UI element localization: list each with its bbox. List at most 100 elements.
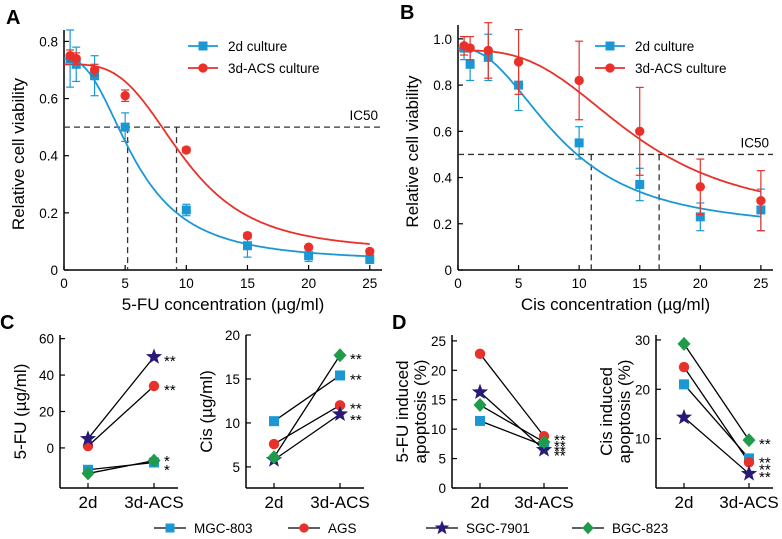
data-point bbox=[148, 380, 160, 392]
significance-stars: ** bbox=[554, 432, 566, 449]
data-point bbox=[473, 398, 487, 413]
data-point bbox=[71, 53, 81, 64]
pair-line bbox=[683, 343, 750, 441]
legend-marker bbox=[198, 41, 208, 51]
data-point bbox=[465, 59, 475, 69]
y-tick-label: 0 bbox=[50, 263, 58, 278]
y-tick-label: 5 bbox=[438, 452, 446, 467]
category-label: 3d-ACS bbox=[719, 493, 779, 512]
pair-line bbox=[87, 356, 155, 440]
data-point bbox=[677, 336, 691, 351]
data-point bbox=[331, 405, 349, 421]
panel-letter: B bbox=[400, 2, 414, 24]
y-axis-label: Relative cell viability bbox=[9, 77, 28, 230]
pair-line bbox=[479, 391, 545, 451]
data-point bbox=[181, 205, 191, 215]
data-point bbox=[678, 361, 690, 373]
fit-curve bbox=[458, 47, 761, 218]
y-tick-label: 5 bbox=[232, 460, 240, 475]
data-point bbox=[120, 91, 130, 101]
y-tick-label: 15 bbox=[431, 393, 446, 408]
pair-line bbox=[273, 404, 341, 445]
y-tick-label: 20 bbox=[225, 328, 240, 343]
panel-letter: D bbox=[392, 312, 406, 334]
pair-line bbox=[87, 460, 155, 475]
pair-line bbox=[683, 416, 750, 475]
y-tick-label: 30 bbox=[635, 333, 650, 348]
significance-stars: ** bbox=[164, 353, 176, 370]
x-tick-label: 25 bbox=[362, 276, 377, 291]
x-tick-label: 0 bbox=[60, 276, 68, 291]
data-point bbox=[635, 126, 645, 137]
significance-stars: * bbox=[164, 462, 170, 479]
x-tick-label: 20 bbox=[693, 276, 708, 291]
pair-line bbox=[273, 374, 341, 422]
data-point bbox=[675, 408, 693, 425]
data-point bbox=[756, 195, 766, 206]
y-axis-label: Cis induced bbox=[597, 367, 616, 456]
pair-line bbox=[87, 385, 155, 447]
data-point bbox=[181, 145, 191, 155]
pair-line bbox=[87, 461, 155, 471]
x-tick-label: 15 bbox=[240, 276, 255, 291]
y-tick-label: 15 bbox=[225, 372, 240, 387]
x-tick-label: 5 bbox=[121, 276, 129, 291]
panel-letter: C bbox=[0, 312, 14, 334]
data-point bbox=[574, 75, 584, 86]
significance-stars: ** bbox=[350, 400, 362, 417]
data-point bbox=[574, 138, 584, 148]
legend-marker bbox=[299, 523, 309, 533]
pair-line bbox=[683, 366, 750, 463]
legend-label: AGS bbox=[328, 521, 357, 536]
legend-label: BGC-823 bbox=[612, 521, 668, 536]
fit-curve bbox=[64, 63, 370, 245]
legend-marker bbox=[605, 41, 615, 51]
y-axis-label: apoptosis (%) bbox=[615, 360, 634, 464]
y-tick-label: 0.6 bbox=[433, 124, 452, 139]
significance-stars: ** bbox=[164, 382, 176, 399]
significance-stars: * bbox=[164, 453, 170, 470]
y-tick-label: 0.2 bbox=[433, 217, 452, 232]
significance-stars: ** bbox=[759, 461, 771, 478]
y-tick-label: 0.8 bbox=[433, 78, 452, 93]
legend-label: 3d-ACS culture bbox=[635, 61, 727, 76]
significance-stars: ** bbox=[554, 438, 566, 455]
legend-label: SGC-7901 bbox=[466, 521, 530, 536]
y-tick-label: 10 bbox=[635, 432, 650, 447]
y-tick-label: 20 bbox=[39, 405, 54, 420]
x-tick-label: 25 bbox=[753, 276, 768, 291]
legend-label: 2d culture bbox=[635, 39, 694, 54]
category-label: 2d bbox=[265, 493, 284, 512]
data-point bbox=[334, 400, 346, 411]
data-point bbox=[304, 251, 314, 261]
significance-stars: ** bbox=[350, 351, 362, 368]
y-tick-label: 0.2 bbox=[39, 206, 58, 221]
fit-curve bbox=[64, 57, 370, 258]
y-tick-label: 0 bbox=[444, 263, 452, 278]
legend-label: MGC-803 bbox=[194, 521, 253, 536]
x-tick-label: 5 bbox=[515, 276, 523, 291]
data-point bbox=[537, 435, 551, 450]
y-tick-label: 60 bbox=[39, 332, 54, 347]
y-tick-label: 25 bbox=[431, 334, 446, 349]
legend-marker bbox=[165, 523, 175, 533]
y-tick-label: 0.8 bbox=[39, 34, 58, 49]
data-point bbox=[743, 457, 755, 468]
category-label: 2d bbox=[79, 493, 98, 512]
significance-stars: ** bbox=[554, 443, 566, 460]
y-tick-label: 1.0 bbox=[433, 32, 452, 47]
significance-stars: ** bbox=[759, 469, 771, 486]
pair-line bbox=[273, 354, 341, 458]
y-tick-label: 40 bbox=[39, 368, 54, 383]
pair-line bbox=[273, 413, 341, 461]
data-point bbox=[89, 65, 100, 75]
data-point bbox=[465, 43, 475, 53]
pair-line bbox=[479, 420, 545, 447]
data-point bbox=[79, 430, 97, 446]
data-point bbox=[740, 465, 758, 481]
y-axis-label: apoptosis (%) bbox=[411, 360, 430, 464]
legend-label: 3d-ACS culture bbox=[228, 61, 320, 76]
category-label: 2d bbox=[471, 493, 490, 512]
x-tick-label: 0 bbox=[454, 276, 462, 291]
